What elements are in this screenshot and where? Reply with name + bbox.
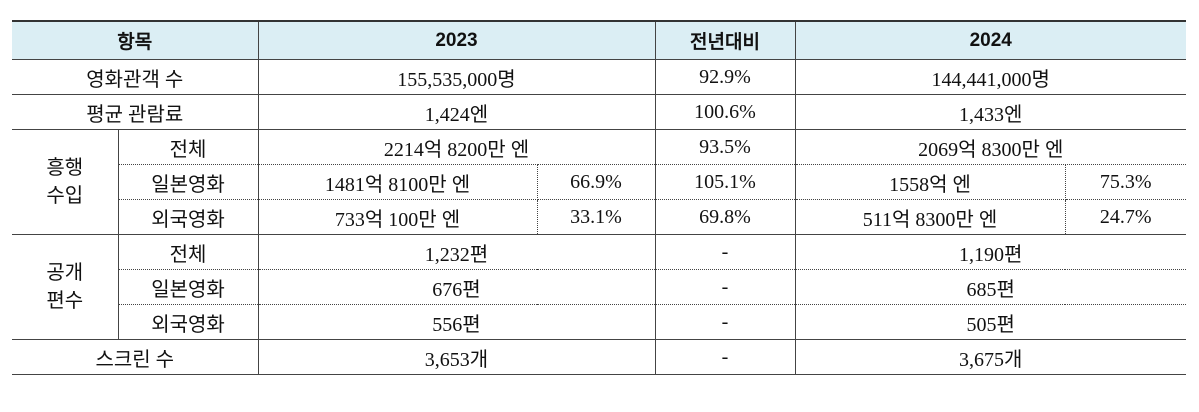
cell: 93.5% [654, 129, 796, 165]
row: 영화관객 수 155,535,000명 92.9% 144,441,000명 [12, 59, 1186, 95]
cell: 66.9% [536, 164, 656, 200]
stats-table: 항목 2023 전년대비 2024 영화관객 수 155,535,000명 92… [12, 20, 1186, 375]
row-label: 전체 [117, 234, 259, 270]
cell: 3,675개 [794, 339, 1186, 375]
header-row: 항목 2023 전년대비 2024 [12, 20, 1186, 60]
cell: 105.1% [654, 164, 796, 200]
cell: 685편 [794, 269, 1186, 305]
cell: 556편 [257, 304, 656, 340]
cell: 676편 [257, 269, 656, 305]
cell: - [654, 304, 796, 340]
group-label-line: 흥행 [46, 157, 84, 179]
cell: 1,232편 [257, 234, 656, 270]
row-label: 전체 [117, 129, 259, 165]
row-label: 외국영화 [118, 199, 259, 235]
header-cell: 2024 [794, 20, 1186, 60]
row-label: 외국영화 [118, 304, 259, 340]
group-label-line: 공개 [46, 262, 84, 284]
row: 외국영화 556편 - 505편 [12, 304, 1186, 340]
cell: - [654, 339, 796, 375]
row-label: 일본영화 [118, 164, 259, 200]
row-label: 평균 관람료 [12, 94, 259, 130]
cell: 1,424엔 [257, 94, 656, 130]
cell: - [654, 269, 796, 305]
cell: 2069억 8300만 엔 [794, 129, 1186, 165]
cell: 155,535,000명 [257, 59, 656, 95]
cell: 144,441,000명 [794, 59, 1186, 95]
row-label: 일본영화 [118, 269, 259, 305]
row: 외국영화 733억 100만 엔 33.1% 69.8% 511억 8300만 … [12, 199, 1186, 235]
group-label-line: 편수 [46, 290, 84, 312]
header-cell: 항목 [12, 20, 259, 60]
row-label: 스크린 수 [12, 339, 259, 375]
row-label: 영화관객 수 [12, 59, 259, 95]
cell: 1,190편 [794, 234, 1186, 270]
row: 스크린 수 3,653개 - 3,675개 [12, 339, 1186, 375]
row: 일본영화 676편 - 685편 [12, 269, 1186, 305]
cell: 92.9% [654, 59, 796, 95]
row: 평균 관람료 1,424엔 100.6% 1,433엔 [12, 94, 1186, 130]
cell: 3,653개 [257, 339, 656, 375]
cell: - [654, 234, 796, 270]
cell: 505편 [794, 304, 1186, 340]
cell: 1,433엔 [794, 94, 1186, 130]
header-cell: 2023 [257, 20, 656, 60]
cell: 1481억 8100만 엔 [257, 164, 538, 200]
cell: 733억 100만 엔 [257, 199, 538, 235]
cell: 33.1% [536, 199, 656, 235]
cell: 75.3% [1064, 164, 1186, 200]
group-label-line: 수입 [46, 185, 84, 207]
cell: 511억 8300만 엔 [794, 199, 1066, 235]
cell: 24.7% [1064, 199, 1186, 235]
cell: 100.6% [654, 94, 796, 130]
row: 일본영화 1481억 8100만 엔 66.9% 105.1% 1558억 엔 … [12, 164, 1186, 200]
cell: 69.8% [654, 199, 796, 235]
cell: 2214억 8200만 엔 [257, 129, 656, 165]
header-cell: 전년대비 [654, 20, 796, 60]
cell: 1558억 엔 [794, 164, 1066, 200]
